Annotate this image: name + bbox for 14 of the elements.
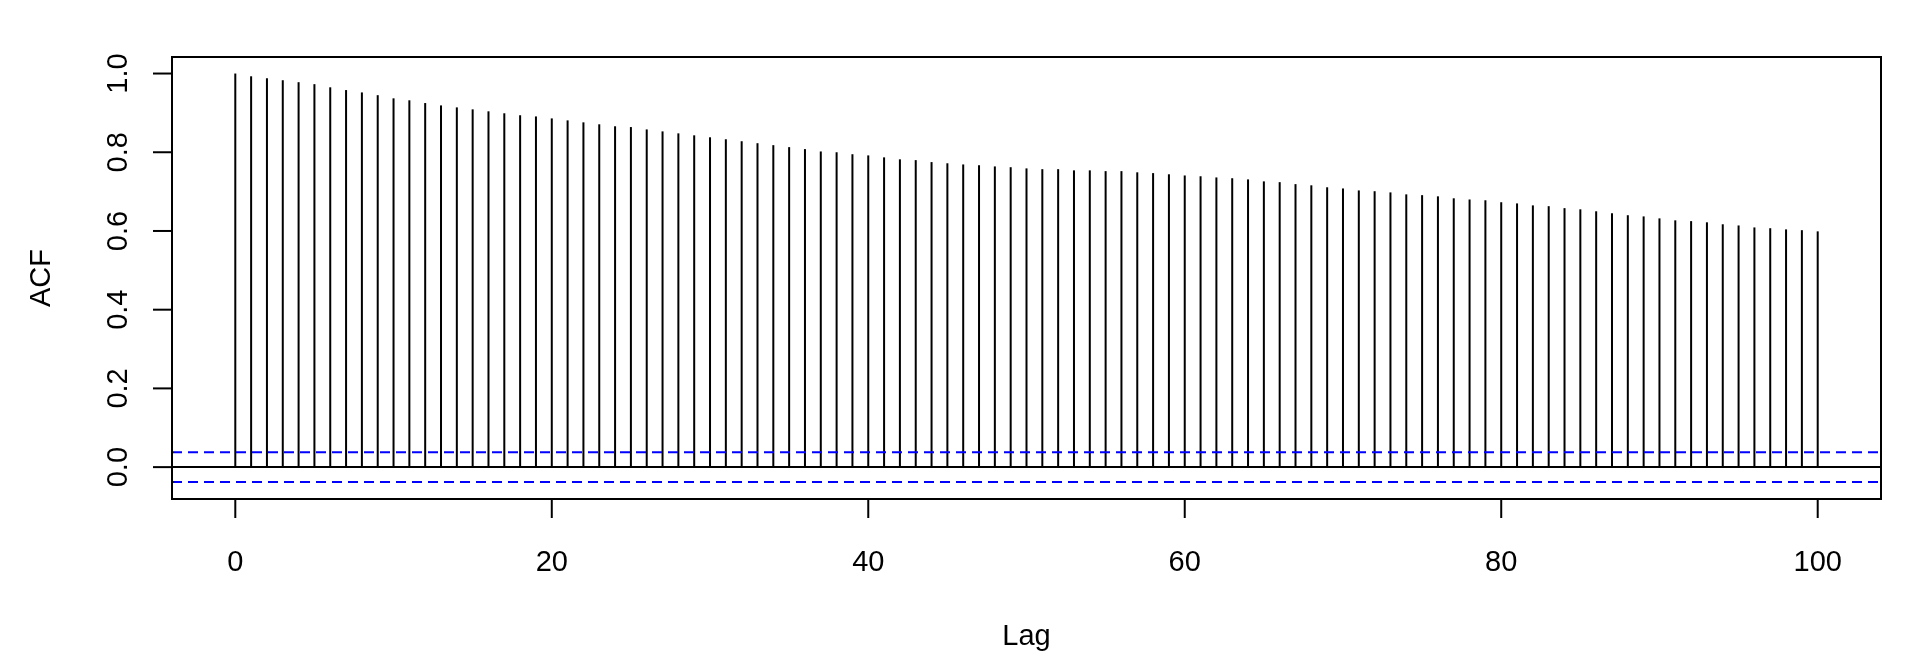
x-tick-label: 100 bbox=[1793, 545, 1842, 577]
x-tick-label: 80 bbox=[1485, 545, 1518, 577]
y-tick-label: 0.8 bbox=[101, 132, 133, 173]
y-axis-title: ACF bbox=[24, 249, 56, 307]
y-tick-label: 1.0 bbox=[101, 53, 133, 94]
y-tick-label: 0.6 bbox=[101, 210, 133, 252]
x-tick-label: 40 bbox=[852, 545, 885, 577]
y-tick-label: 0.4 bbox=[101, 289, 133, 330]
x-tick-label: 20 bbox=[535, 545, 568, 577]
x-tick-label: 0 bbox=[227, 545, 244, 577]
x-tick-label: 60 bbox=[1168, 545, 1201, 577]
y-tick-label: 0.2 bbox=[101, 368, 133, 409]
y-tick-label: 0.0 bbox=[101, 446, 133, 488]
x-axis-title: Lag bbox=[1002, 619, 1051, 651]
